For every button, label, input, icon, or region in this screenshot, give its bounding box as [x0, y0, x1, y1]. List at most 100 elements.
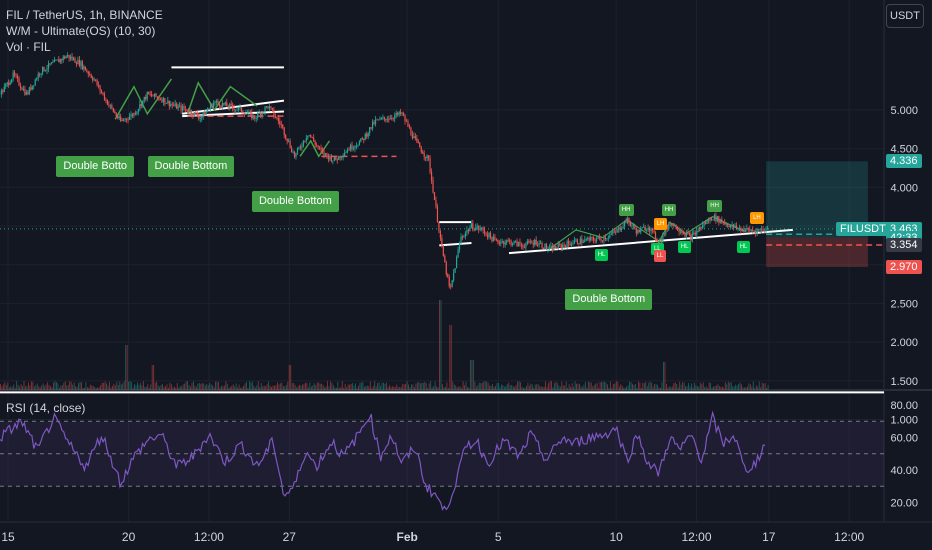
volume-bar: [142, 381, 144, 390]
swing-point-label[interactable]: HL: [677, 240, 692, 253]
double-bottom-label[interactable]: Double Bottom: [147, 156, 235, 178]
swing-point-label[interactable]: LL: [653, 250, 667, 263]
candle-body: [53, 60, 55, 63]
volume-bar: [241, 387, 243, 390]
volume-bar: [468, 387, 470, 390]
volume-bar: [738, 384, 740, 390]
volume-bar: [419, 383, 421, 390]
indicator-legend[interactable]: W/M - Ultimate(OS) (10, 30): [6, 24, 156, 38]
double-bottom-label[interactable]: Double Botto: [56, 156, 135, 178]
price-axis-tag[interactable]: 2.970: [886, 260, 922, 275]
swing-structure-line[interactable]: [548, 216, 745, 250]
price-axis-tag[interactable]: 3.354: [886, 238, 922, 253]
volume-bar: [325, 386, 327, 390]
volume-bar: [434, 381, 436, 390]
double-bottom-pattern[interactable]: [186, 81, 258, 115]
volume-bar: [363, 386, 365, 390]
volume-bar: [531, 384, 533, 390]
candle-body: [193, 112, 195, 116]
candle-body: [595, 238, 598, 242]
rsi-legend[interactable]: RSI (14, close): [6, 401, 86, 415]
swing-point-label[interactable]: HH: [618, 203, 634, 216]
volume-bar: [520, 382, 521, 390]
candle-body: [685, 232, 688, 237]
volume-bar: [210, 384, 212, 390]
volume-bar: [654, 383, 656, 390]
double-bottom-pattern[interactable]: [114, 78, 173, 120]
candle-body: [534, 239, 536, 245]
volume-bar: [387, 387, 389, 390]
volume-bar: [57, 383, 59, 390]
volume-legend[interactable]: Vol · FIL: [6, 40, 51, 54]
candle-body: [618, 227, 620, 230]
volume-bar: [477, 385, 479, 390]
volume-bar: [200, 383, 202, 390]
candle-body: [24, 88, 26, 95]
price-axis-tag[interactable]: 4.336: [886, 154, 922, 169]
volume-bar: [44, 385, 46, 390]
candle-body: [594, 240, 596, 242]
volume-bar: [310, 386, 312, 390]
volume-bar: [592, 386, 594, 390]
candle-body: [199, 118, 201, 120]
volume-bar: [384, 383, 386, 390]
volume-bar: [579, 383, 580, 390]
volume-bar: [766, 387, 768, 390]
candle-body: [600, 237, 602, 241]
candle-body: [140, 103, 142, 107]
candle-body: [622, 226, 624, 229]
volume-bar: [285, 384, 287, 390]
volume-bar: [568, 384, 570, 390]
volume-bar: [78, 383, 79, 390]
candle-body: [69, 56, 72, 59]
symbol-legend[interactable]: FIL / TetherUS, 1h, BINANCE: [6, 8, 163, 22]
candle-body: [749, 229, 751, 231]
volume-bar: [733, 386, 735, 390]
candle-body: [40, 73, 42, 75]
swing-point-label[interactable]: HH: [661, 203, 677, 216]
candle-body: [108, 104, 110, 106]
volume-bar: [54, 381, 56, 390]
swing-point-label[interactable]: LH: [750, 211, 764, 224]
volume-bar: [53, 382, 54, 390]
volume-bar: [176, 382, 178, 390]
candle-body: [517, 242, 520, 247]
swing-point-label[interactable]: LH: [653, 217, 668, 230]
volume-bar: [714, 386, 716, 390]
double-bottom-label[interactable]: Double Bottom: [565, 289, 653, 311]
candle-body: [395, 113, 397, 116]
swing-point-label[interactable]: HH: [707, 199, 722, 212]
long-position-loss-zone[interactable]: [766, 237, 868, 268]
swing-point-label[interactable]: HL: [594, 248, 609, 261]
trendline-drawing[interactable]: [508, 228, 794, 255]
candle-body: [408, 126, 411, 128]
candle-body: [366, 133, 368, 137]
currency-button[interactable]: USDT: [886, 4, 924, 28]
candle-body: [102, 92, 104, 95]
volume-bar: [291, 383, 293, 390]
volume-bar: [618, 386, 620, 390]
candle-body: [152, 95, 154, 97]
candle-body: [372, 121, 374, 129]
candle-body: [56, 59, 58, 61]
volume-bar: [22, 386, 23, 390]
symbol-price-label[interactable]: FILUSDT: [836, 221, 890, 236]
volume-bar: [172, 387, 174, 390]
volume-bar: [548, 382, 549, 390]
volume-bar: [609, 381, 611, 390]
candle-body: [288, 141, 290, 142]
volume-bar: [116, 381, 118, 390]
candle-body: [195, 112, 197, 114]
swing-point-label[interactable]: HL: [736, 240, 751, 253]
candle-body: [448, 276, 450, 287]
volume-bar: [313, 383, 315, 390]
trendline-drawing[interactable]: [439, 242, 472, 247]
volume-bar: [623, 387, 625, 390]
volume-bar: [461, 387, 463, 390]
candle-body: [81, 61, 83, 69]
volume-bar: [492, 384, 493, 390]
double-bottom-label[interactable]: Double Bottom: [251, 190, 339, 212]
candle-body: [230, 103, 232, 105]
candle-body: [232, 104, 234, 108]
